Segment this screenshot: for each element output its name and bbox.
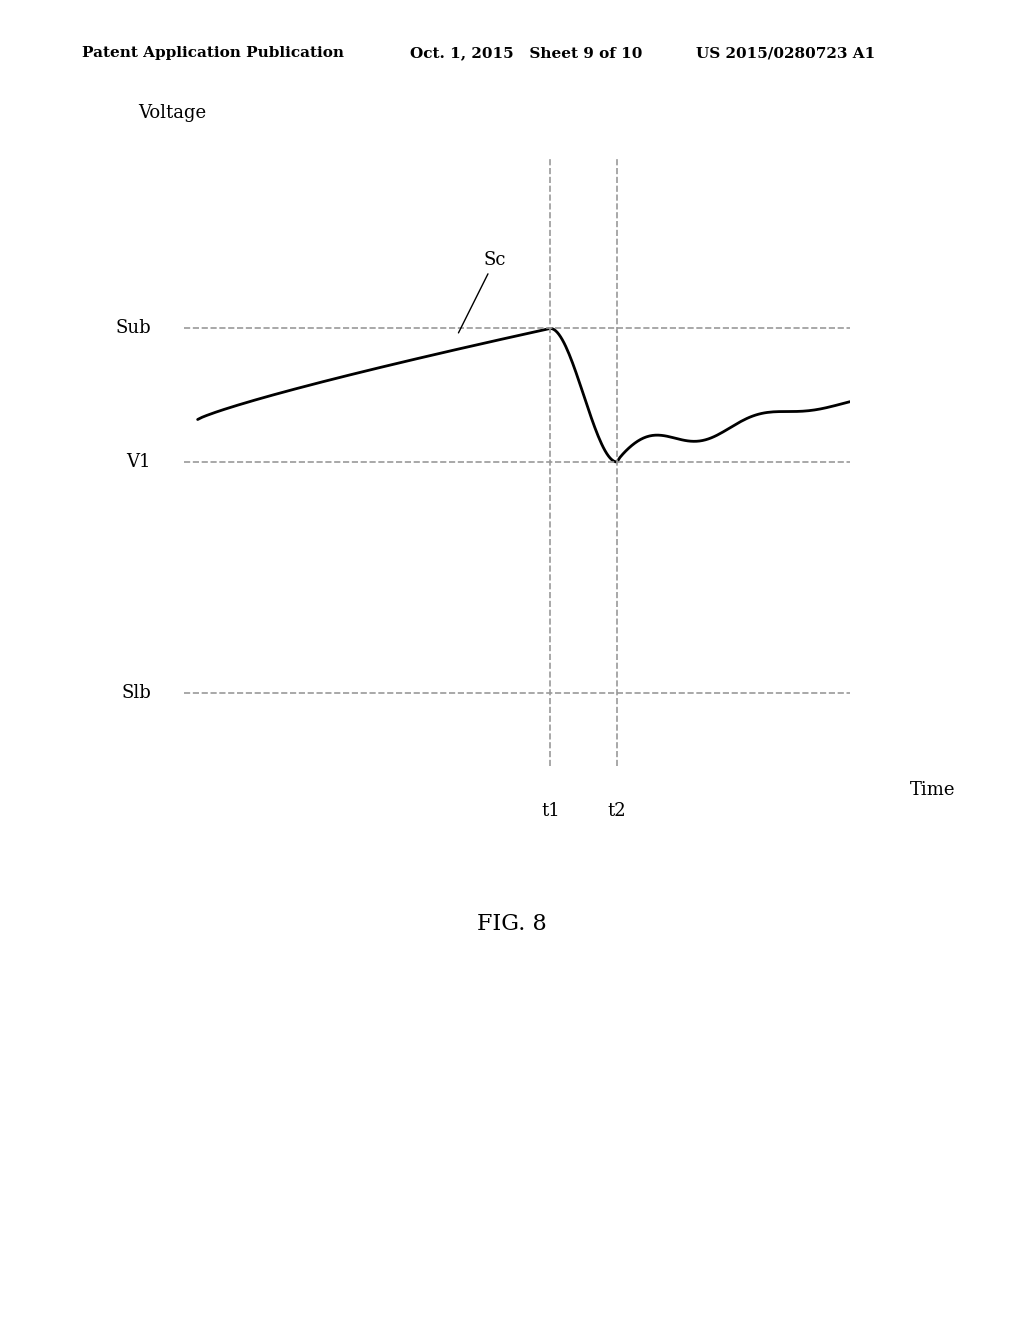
- Text: Voltage: Voltage: [137, 104, 206, 121]
- Text: Time: Time: [910, 781, 955, 799]
- Text: t2: t2: [607, 803, 627, 820]
- Text: Patent Application Publication: Patent Application Publication: [82, 46, 344, 61]
- Text: V1: V1: [127, 453, 152, 471]
- Text: Oct. 1, 2015   Sheet 9 of 10: Oct. 1, 2015 Sheet 9 of 10: [410, 46, 642, 61]
- Text: US 2015/0280723 A1: US 2015/0280723 A1: [696, 46, 876, 61]
- Text: Slb: Slb: [121, 684, 152, 702]
- Text: FIG. 8: FIG. 8: [477, 913, 547, 935]
- Text: Sc: Sc: [459, 251, 506, 333]
- Text: Sub: Sub: [116, 319, 152, 338]
- Text: t1: t1: [541, 803, 560, 820]
